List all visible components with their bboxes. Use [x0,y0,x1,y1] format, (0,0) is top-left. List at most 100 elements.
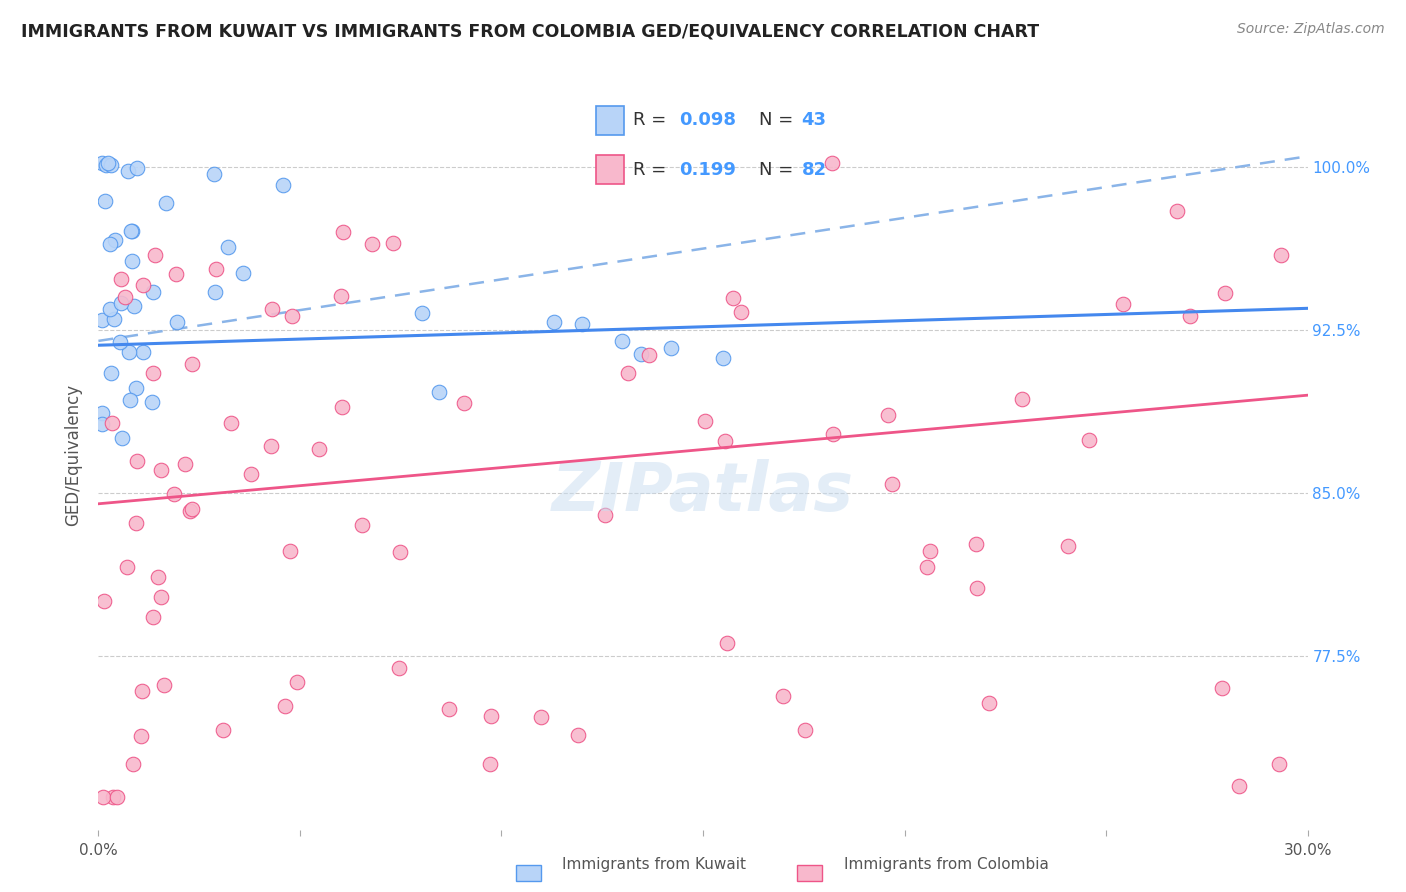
Point [219,417,242,431]
Point [166,315,188,329]
Text: 0.199: 0.199 [679,161,735,178]
Point [100,366,122,380]
Point [212,723,235,737]
Point [332,225,354,239]
Point [204,167,226,181]
Point [165,267,187,281]
Point [114,290,136,304]
Point [273,699,295,714]
Point [98,236,121,251]
Text: R =: R = [633,161,666,178]
Point [1011,392,1033,407]
Point [352,518,374,533]
Point [150,463,173,477]
Point [281,309,304,323]
Point [104,233,127,247]
Point [141,395,163,409]
Point [1078,433,1101,447]
Point [411,306,433,320]
Point [1056,540,1078,554]
Y-axis label: GED/Equivalency: GED/Equivalency [65,384,83,526]
Point [120,224,142,238]
Point [794,723,817,737]
Point [101,416,124,430]
Point [880,476,903,491]
Point [131,729,153,743]
Point [1213,286,1236,301]
Point [155,195,177,210]
Point [217,240,239,254]
Point [110,335,132,350]
Point [205,261,228,276]
Bar [596,106,624,135]
Point [142,366,165,380]
Point [530,710,553,724]
Point [100,158,122,172]
Text: Immigrants from Kuwait: Immigrants from Kuwait [562,857,747,872]
Point [382,236,405,251]
Point [91,156,114,170]
Point [96,158,118,172]
Point [1211,681,1233,695]
Point [125,161,148,176]
Point [918,544,941,558]
Point [877,408,900,422]
Point [330,401,353,415]
Point [616,366,638,380]
Point [567,728,589,742]
Point [180,502,202,516]
Point [714,434,737,448]
Point [271,178,294,192]
Text: 0.098: 0.098 [679,111,737,128]
Text: 43: 43 [801,111,827,128]
Point [153,677,176,691]
Bar [516,865,541,881]
Point [118,393,141,408]
Point [127,454,149,468]
Point [543,315,565,329]
Point [637,348,659,362]
Point [142,610,165,624]
Point [180,357,202,371]
Point [204,285,226,299]
Point [91,313,114,327]
Text: R =: R = [633,111,666,128]
Point [117,164,139,178]
Point [91,406,114,420]
Point [612,334,634,348]
Point [427,385,450,400]
Point [232,266,254,280]
Point [110,272,132,286]
Point [1166,203,1188,218]
Point [453,396,475,410]
Text: ZIPatlas: ZIPatlas [553,459,853,525]
Point [118,345,141,359]
Point [262,302,284,317]
Text: Source: ZipAtlas.com: Source: ZipAtlas.com [1237,22,1385,37]
Point [94,194,117,208]
Point [122,299,145,313]
Point [772,689,794,703]
Point [1270,248,1292,262]
Point [110,431,132,445]
Point [388,661,411,675]
Bar [596,155,624,184]
Bar [797,865,823,881]
Point [1227,779,1250,793]
Point [110,295,132,310]
Point [287,675,309,690]
Point [131,683,153,698]
Point [278,544,301,558]
Point [966,581,988,595]
Text: IMMIGRANTS FROM KUWAIT VS IMMIGRANTS FROM COLOMBIA GED/EQUIVALENCY CORRELATION C: IMMIGRANTS FROM KUWAIT VS IMMIGRANTS FRO… [21,22,1039,40]
Point [122,757,145,772]
Point [330,289,353,303]
Point [240,467,263,482]
Point [695,414,717,428]
Point [308,442,330,457]
Point [360,236,382,251]
Point [977,696,1000,710]
Text: N =: N = [759,111,793,128]
Point [721,291,744,305]
Point [142,285,165,300]
